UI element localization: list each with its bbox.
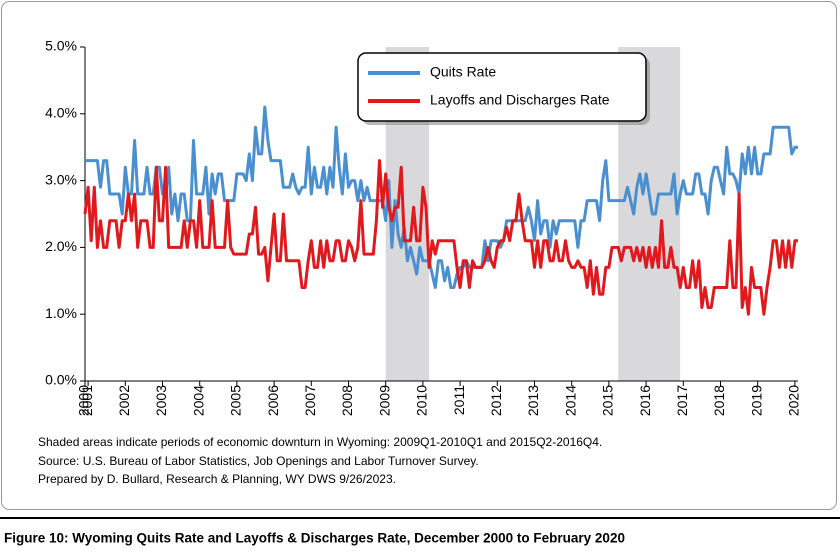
- x-tick-label: 2008: [339, 385, 355, 416]
- x-tick-label: 2000: [76, 385, 92, 416]
- x-tick-label: 2007: [302, 385, 318, 416]
- x-tick-label: 2020: [786, 385, 802, 416]
- note: Prepared by D. Bullard, Research & Plann…: [38, 472, 396, 486]
- x-tick-label: 2009: [376, 385, 392, 416]
- y-tick-label: 5.0%: [45, 38, 77, 54]
- x-tick-label: 2010: [414, 385, 430, 416]
- note: Source: U.S. Bureau of Labor Statistics,…: [38, 454, 479, 468]
- note: Shaded areas indicate periods of economi…: [38, 435, 602, 449]
- y-tick-label: 0.0%: [45, 372, 77, 388]
- caption: Figure 10: Wyoming Quits Rate and Layoff…: [4, 531, 625, 546]
- series-line: [83, 159, 798, 316]
- x-tick-label: 2002: [116, 385, 132, 416]
- x-tick-label: 2003: [153, 385, 169, 416]
- x-tick-label: 2006: [265, 385, 281, 416]
- x-tick-label: 2018: [711, 385, 727, 416]
- x-tick-label: 2019: [748, 385, 764, 416]
- x-tick-label: 2004: [190, 385, 206, 416]
- y-tick-label: 1.0%: [45, 305, 77, 321]
- series-line: [85, 105, 798, 289]
- x-tick-label: 2001: [79, 385, 95, 416]
- x-tick-label: 2014: [562, 385, 578, 416]
- legend-box: [357, 52, 647, 122]
- x-tick-label: 2012: [488, 385, 504, 416]
- x-tick-label: 2013: [525, 385, 541, 416]
- y-tick-label: 3.0%: [45, 171, 77, 187]
- x-tick-label: 2005: [228, 385, 244, 416]
- y-tick-label: 2.0%: [45, 238, 77, 254]
- x-tick-label: 2015: [600, 385, 616, 416]
- legend-label: Layoffs and Discharges Rate: [430, 92, 610, 108]
- x-tick-label: 2011: [451, 385, 467, 415]
- x-tick-label: 2017: [674, 385, 690, 416]
- legend-label: Quits Rate: [430, 64, 496, 80]
- x-tick-label: 2016: [637, 385, 653, 416]
- y-tick-label: 4.0%: [45, 105, 77, 121]
